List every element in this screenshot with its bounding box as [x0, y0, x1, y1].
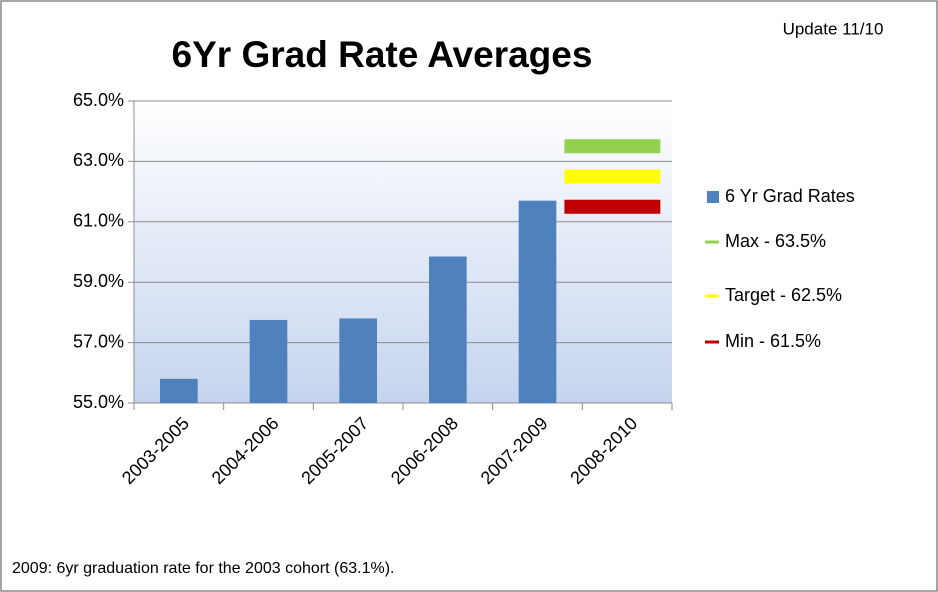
annotation: Update 11/10 [783, 19, 884, 38]
legend-label: Max - 63.5% [725, 231, 826, 251]
legend-label: 6 Yr Grad Rates [725, 186, 855, 206]
y-tick-label: 59.0% [73, 271, 124, 291]
y-tick-label: 63.0% [73, 150, 124, 170]
legend-label: Min - 61.5% [725, 331, 821, 351]
bar [518, 200, 557, 403]
legend-label: Target - 62.5% [725, 285, 842, 305]
bar [249, 319, 288, 403]
bar [160, 378, 198, 403]
y-tick-label: 55.0% [73, 392, 124, 412]
legend-swatch [707, 191, 719, 203]
footnote: 2009: 6yr graduation rate for the 2003 c… [12, 560, 394, 577]
y-tick-label: 57.0% [73, 331, 124, 351]
bar [429, 256, 467, 403]
bar [339, 318, 377, 403]
y-tick-label: 61.0% [73, 211, 124, 231]
chart-title: 6Yr Grad Rate Averages [172, 34, 593, 75]
y-tick-label: 65.0% [73, 90, 124, 110]
